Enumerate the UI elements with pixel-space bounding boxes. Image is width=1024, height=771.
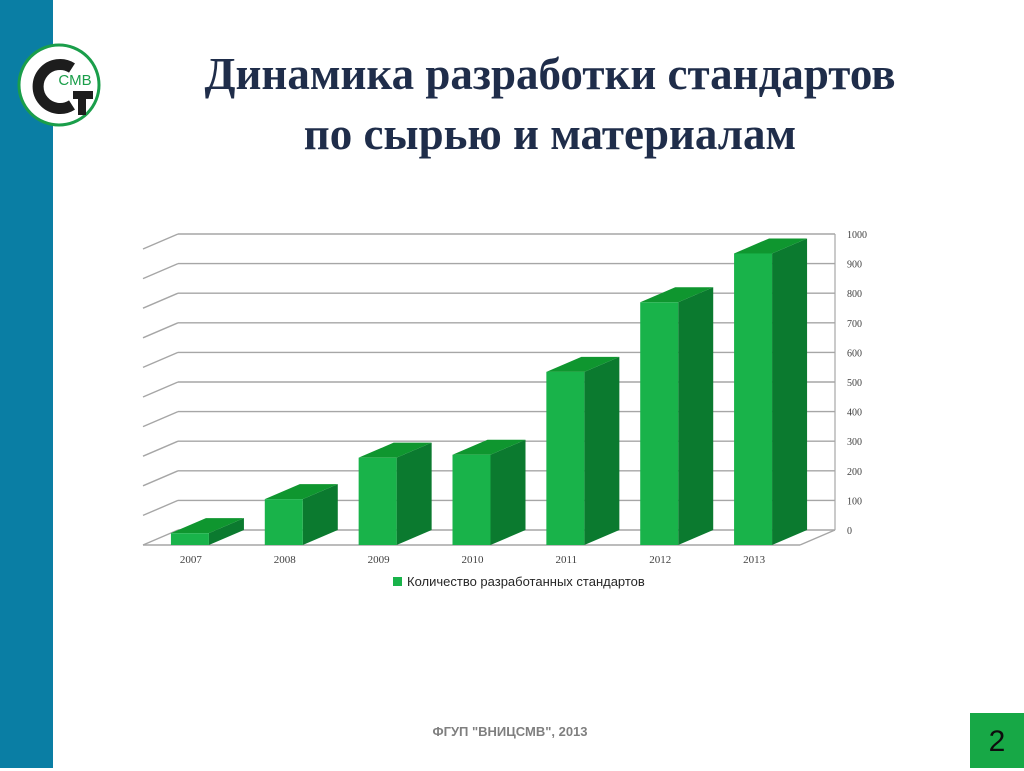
y-tick-label: 300	[847, 437, 862, 448]
x-tick-label: 2011	[556, 554, 578, 566]
bar-top	[640, 287, 714, 303]
x-tick-label: 2010	[462, 554, 485, 566]
x-tick-label: 2007	[180, 554, 203, 566]
y-tick-label: 500	[847, 378, 862, 389]
slide-title: Динамика разработки стандартов по сырью …	[110, 44, 990, 164]
bar-side	[772, 238, 808, 545]
bar	[358, 442, 432, 545]
side-wall-line	[142, 351, 179, 369]
side-wall-line	[142, 292, 179, 309]
side-wall-line	[142, 262, 179, 280]
y-tick-label: 100	[847, 496, 862, 507]
side-wall-line	[142, 381, 179, 398]
floor-right-edge	[799, 529, 836, 546]
svg-text:СМВ: СМВ	[58, 72, 91, 89]
bar	[264, 484, 338, 545]
side-wall-line	[142, 529, 179, 546]
bar-side	[396, 442, 432, 545]
bar-front	[264, 499, 303, 545]
bar-top	[264, 484, 338, 500]
bar	[170, 518, 244, 545]
bar-front	[170, 533, 209, 545]
side-wall-line	[142, 410, 179, 428]
side-wall-line	[142, 322, 179, 339]
y-tick-label: 900	[847, 260, 862, 271]
y-tick-label: 700	[847, 319, 862, 330]
bar-top	[734, 238, 808, 254]
bar-chart: 0 100 200 300 400 500 600 700 800 900 1000 2007 2008…	[142, 230, 867, 589]
page-number-badge: 2	[970, 713, 1024, 768]
bar-top	[170, 518, 244, 534]
y-tick-label: 400	[847, 408, 862, 419]
bar-top	[546, 356, 620, 372]
side-wall-line	[142, 499, 179, 517]
bar-front	[640, 302, 679, 545]
y-tick-label: 0	[847, 526, 852, 537]
legend-label: Количество разработанных стандартов	[407, 574, 645, 589]
y-tick-label: 800	[847, 289, 862, 300]
x-tick-label: 2008	[274, 554, 297, 566]
legend: Количество разработанных стандартов	[393, 574, 645, 589]
x-tick-label: 2013	[743, 554, 766, 566]
bar-side	[678, 287, 714, 545]
x-tick-label: 2009	[368, 554, 391, 566]
bar-front	[546, 371, 585, 545]
bar-side	[302, 484, 338, 545]
side-wall-line	[142, 470, 179, 487]
organization-logo: СМВ	[17, 43, 101, 127]
side-wall-line	[142, 440, 179, 457]
y-tick-label: 1000	[847, 230, 867, 241]
bar-front	[358, 457, 397, 545]
bar-side	[584, 356, 620, 545]
bar-side	[490, 439, 526, 545]
side-wall-line	[142, 233, 179, 250]
title-line-1: Динамика разработки стандартов	[204, 49, 896, 99]
bar	[640, 287, 714, 545]
bar	[546, 356, 620, 545]
footer-text: ФГУП "ВНИЦСМВ", 2013	[432, 724, 588, 739]
bar	[452, 439, 526, 545]
bar	[734, 238, 808, 545]
bar-front	[452, 454, 491, 545]
x-tick-label: 2012	[649, 554, 671, 566]
sidebar-stripe	[0, 0, 53, 768]
y-tick-label: 600	[847, 348, 862, 359]
title-line-2: по сырью и материалам	[303, 109, 797, 159]
legend-swatch	[393, 577, 402, 586]
bar-top	[358, 442, 432, 458]
bar-side	[208, 518, 244, 545]
bar-top	[452, 439, 526, 455]
y-tick-label: 200	[847, 467, 862, 478]
bar-front	[734, 253, 773, 545]
